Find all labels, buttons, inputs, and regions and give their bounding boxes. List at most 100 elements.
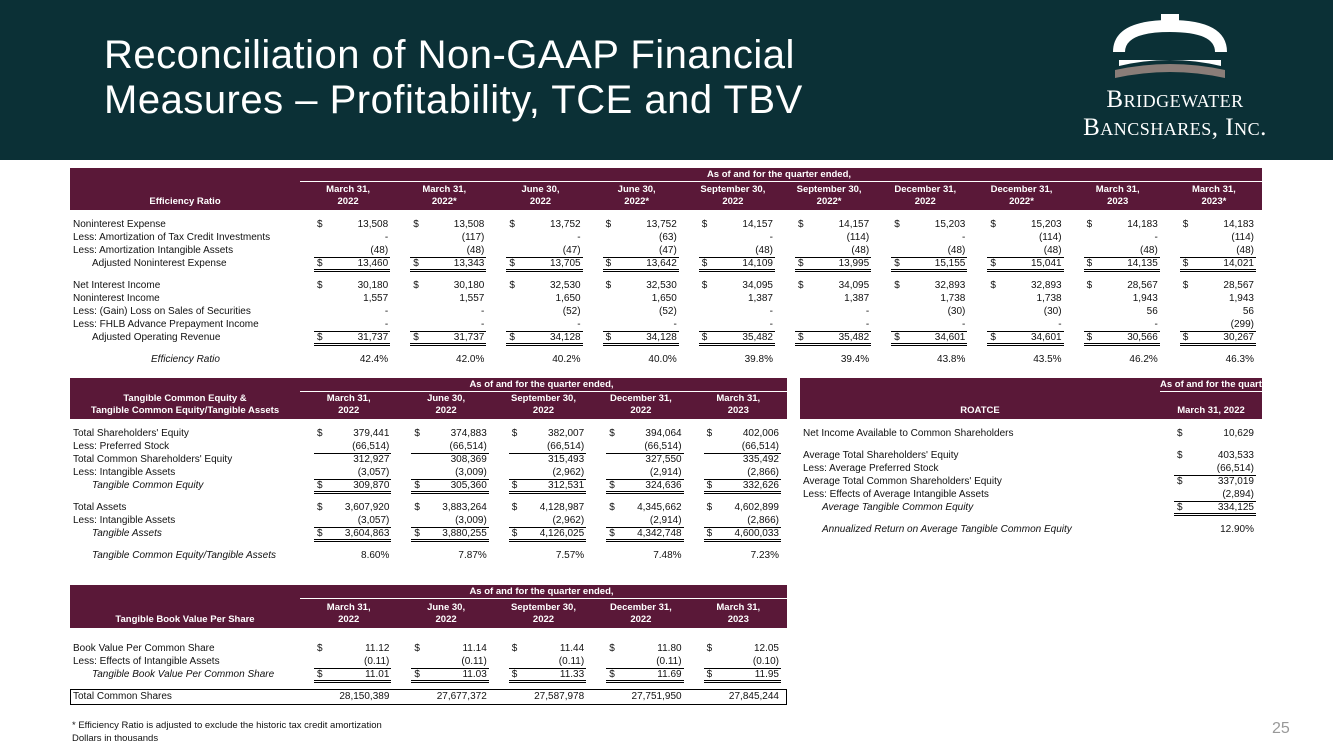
column-header: 2023 [1107,196,1129,207]
cell: 309,870 [353,480,390,491]
column-header: 2022* [1009,196,1034,207]
double-rule [1174,513,1256,516]
row-label: Less: Intangible Assets [73,515,176,526]
column-header: March 31, [1095,184,1140,195]
cell: 11.44 [559,643,585,654]
currency: $ [706,528,713,539]
currency: $ [706,643,713,654]
double-rule [1083,269,1160,272]
double-rule [987,343,1064,346]
super-rule [300,391,787,392]
column-header: 2023 [727,614,749,625]
cell: 14,157 [838,219,870,230]
table-header [800,378,1262,419]
currency: $ [413,258,419,269]
currency: $ [706,669,713,680]
super-header: As of and for the quarter ended, [469,586,614,597]
label-header: Tangible Book Value Per Share [115,614,255,625]
cell: (114) [1038,232,1062,243]
cell: (3,009) [455,515,487,526]
column-header: March 31, [326,184,370,195]
title-line: Reconciliation of Non-GAAP Financial [104,33,795,77]
row-label: Total Assets [73,502,127,513]
double-rule [606,539,684,542]
rule [602,257,679,258]
cell: - [673,319,677,330]
cell: 312,531 [548,480,585,491]
row-label: Adjusted Operating Revenue [92,332,221,343]
currency: $ [317,528,323,539]
column-header: March 31, [716,602,761,613]
currency: $ [1177,502,1183,513]
column-header: June 30, [617,184,656,195]
currency: $ [511,428,518,439]
currency: $ [990,332,996,343]
cell: 4,600,033 [734,528,779,539]
rule [411,527,489,528]
cell: 3,883,264 [442,502,487,513]
double-rule [508,680,587,683]
currency: $ [706,502,713,513]
cell: - [769,319,773,330]
rule [1083,331,1160,332]
currency: $ [511,669,518,680]
cell: - [384,319,389,330]
column-header: 2022 [914,196,936,207]
double-rule [506,269,583,272]
currency: $ [317,219,323,230]
column-header: 2023* [1201,196,1227,207]
currency: $ [1177,450,1183,461]
cell: - [384,232,389,243]
cell: 382,007 [548,428,585,439]
currency: $ [1182,280,1189,291]
cell: 28,567 [1223,280,1254,291]
row-label: Net Income Available to Common Sharehold… [803,428,1014,439]
column-header: 2022 [338,614,360,625]
cell: 10,629 [1223,428,1254,439]
cell: - [1154,232,1158,243]
currency: $ [511,643,518,654]
cell: (0.11) [461,656,487,667]
cell: 42.0% [456,354,485,365]
row-label: Less: (Gain) Loss on Sales of Securities [73,306,251,317]
double-rule [1083,343,1160,346]
cell: (47) [562,245,581,256]
cell: 31,737 [357,332,389,343]
double-rule [795,343,872,346]
currency: $ [413,219,419,230]
currency: $ [509,219,515,230]
column-header: 2022 [630,614,652,625]
cell: 11.95 [754,669,779,680]
cell: 13,343 [453,258,485,269]
cell: (30) [1043,306,1062,317]
rule [314,453,392,454]
cell: 403,533 [1217,450,1254,461]
rule [411,668,489,669]
table-header [70,168,1262,210]
currency: $ [605,280,612,291]
row-label: Annualized Return on Average Tangible Co… [822,524,1072,535]
currency: $ [701,258,708,269]
rule [411,453,489,454]
cell: 312,927 [353,454,390,465]
currency: $ [317,258,323,269]
cell: 1,943 [1228,293,1254,304]
super-header: As of and for the quarter ended, [1160,379,1305,390]
row-label: Less: Effects of Average Intangible Asse… [803,489,989,500]
cell: 34,095 [838,280,870,291]
cell: 27,751,950 [631,691,682,702]
currency: $ [414,428,420,439]
cell: 11.01 [365,669,390,680]
cell: 13,995 [838,258,870,269]
currency: $ [798,219,804,230]
cell: 13,752 [549,219,581,230]
double-rule [891,343,968,346]
cell: 7.48% [653,550,682,561]
row-label: Tangible Common Equity/Tangible Assets [92,550,276,561]
label-header: Tangible Common Equity/Tangible Assets [90,405,280,416]
rule [410,257,487,258]
cell: (0.11) [656,656,682,667]
rule [1083,257,1160,258]
currency: $ [605,332,612,343]
